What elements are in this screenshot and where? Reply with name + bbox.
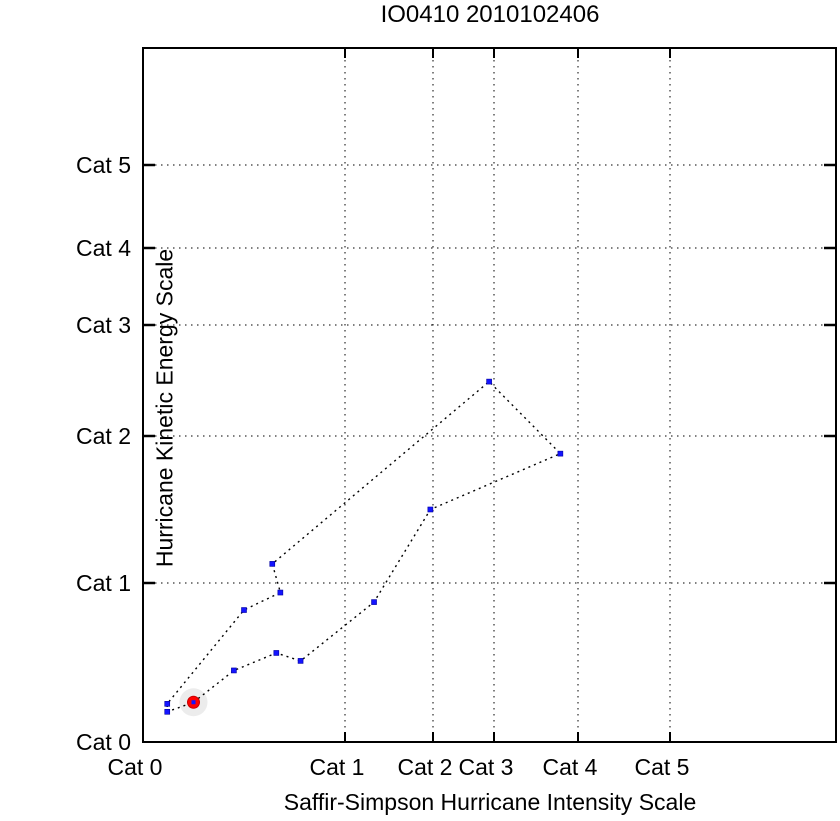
plot-border bbox=[142, 47, 837, 743]
track-point-marker bbox=[164, 701, 171, 707]
y-tick-label: Cat 2 bbox=[76, 423, 131, 449]
x-tick-label: Cat 3 bbox=[459, 754, 514, 780]
track-point-marker bbox=[231, 667, 237, 674]
chart-title: IO0410 2010102406 bbox=[380, 1, 600, 28]
y-tick-label: Cat 4 bbox=[76, 235, 131, 261]
track-point-marker bbox=[273, 650, 280, 656]
track-point-marker bbox=[269, 561, 276, 567]
x-axis-label: Saffir-Simpson Hurricane Intensity Scale bbox=[283, 789, 697, 815]
y-tick-label: Cat 3 bbox=[76, 312, 131, 338]
x-tick-label: Cat 0 bbox=[108, 754, 163, 780]
y-tick-label: Cat 0 bbox=[76, 729, 131, 755]
track-point-marker bbox=[371, 599, 377, 605]
track-point-marker bbox=[427, 506, 434, 513]
y-tick-label: Cat 1 bbox=[76, 570, 131, 596]
x-tick-label: Cat 1 bbox=[310, 754, 365, 780]
x-tick-label: Cat 2 bbox=[398, 754, 453, 780]
track-point-marker bbox=[486, 378, 492, 385]
track-point-marker bbox=[297, 658, 304, 664]
track-point-marker bbox=[277, 589, 284, 596]
track-point-marker bbox=[164, 708, 171, 715]
current-position-center-dot bbox=[191, 700, 196, 705]
track-point-marker bbox=[557, 450, 564, 457]
storm-track-line bbox=[166, 380, 562, 713]
x-tick-label: Cat 4 bbox=[543, 754, 598, 780]
track-point-marker bbox=[241, 607, 247, 613]
y-tick-label: Cat 5 bbox=[76, 152, 131, 178]
x-tick-label: Cat 5 bbox=[635, 754, 690, 780]
